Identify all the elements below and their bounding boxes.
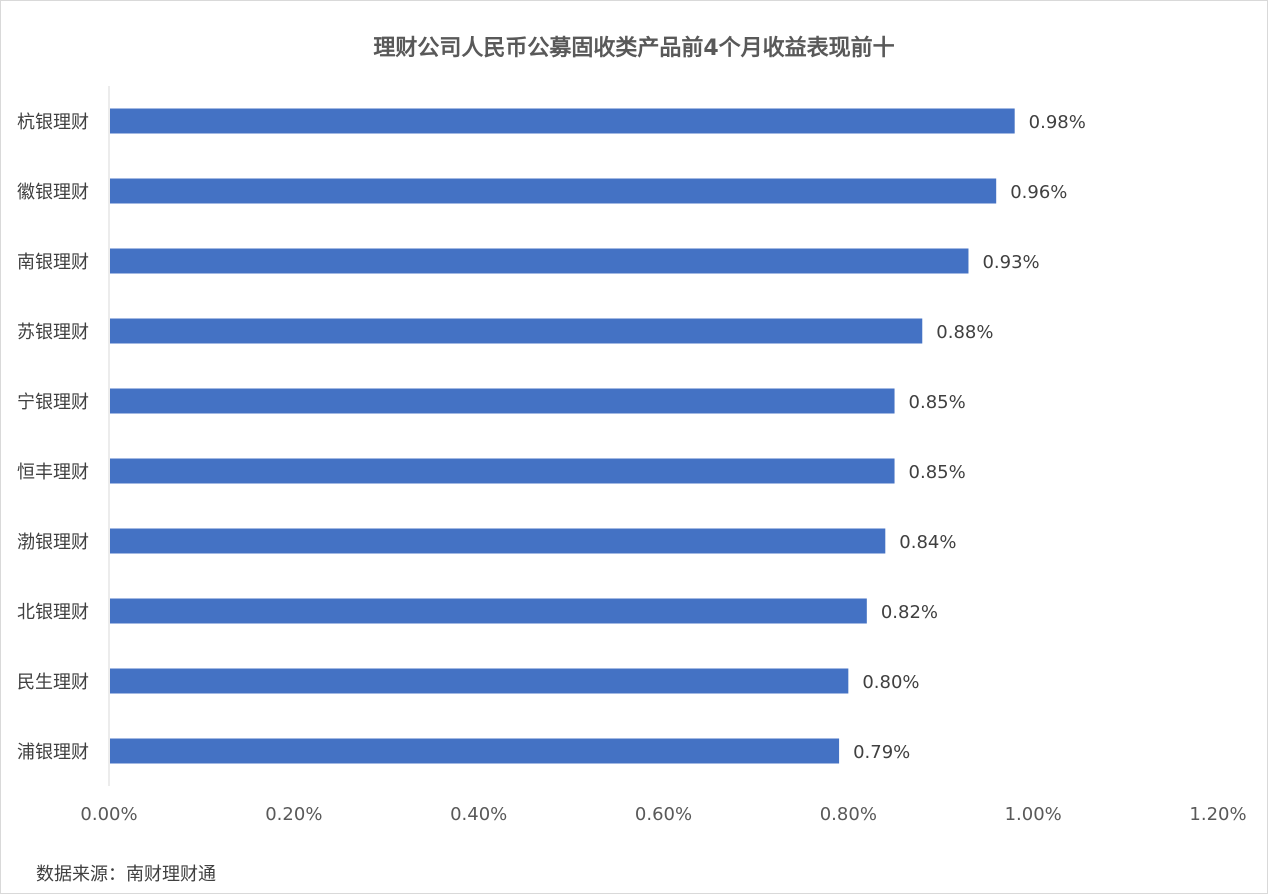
bar [110, 178, 997, 204]
bar [110, 388, 895, 414]
bar [110, 108, 1015, 134]
category-label: 浦银理财 [17, 742, 89, 763]
data-label: 0.85% [909, 462, 966, 483]
category-label: 杭银理财 [17, 112, 89, 133]
x-tick-label: 1.20% [1189, 804, 1246, 825]
category-label: 宁银理财 [17, 392, 89, 413]
x-tick-label: 1.00% [1005, 804, 1062, 825]
x-tick-label: 0.20% [265, 804, 322, 825]
data-label: 0.98% [1029, 112, 1086, 133]
x-tick-label: 0.80% [820, 804, 877, 825]
category-label: 南银理财 [17, 252, 89, 273]
bar [110, 668, 849, 694]
category-label: 苏银理财 [17, 322, 89, 343]
data-label: 0.80% [862, 672, 919, 693]
x-tick-label: 0.40% [450, 804, 507, 825]
data-label: 0.88% [936, 322, 993, 343]
bar [110, 248, 969, 274]
data-label: 0.96% [1010, 182, 1067, 203]
data-label: 0.79% [853, 742, 910, 763]
bar [110, 458, 895, 484]
bar [110, 738, 840, 764]
data-label: 0.84% [899, 532, 956, 553]
bar [110, 528, 886, 554]
data-label: 0.82% [881, 602, 938, 623]
category-label: 恒丰理财 [17, 462, 89, 483]
bar [110, 598, 867, 624]
bar [110, 318, 923, 344]
category-label: 渤银理财 [17, 532, 89, 553]
data-label: 0.93% [982, 252, 1039, 273]
category-label: 民生理财 [17, 672, 89, 693]
category-label: 北银理财 [17, 602, 89, 623]
chart-title: 理财公司人民币公募固收类产品前4个月收益表现前十 [373, 36, 895, 61]
x-tick-label: 0.00% [80, 804, 137, 825]
category-label: 徽银理财 [17, 182, 89, 203]
x-tick-label: 0.60% [635, 804, 692, 825]
data-label: 0.85% [909, 392, 966, 413]
source-note: 数据来源：南财理财通 [36, 864, 216, 885]
